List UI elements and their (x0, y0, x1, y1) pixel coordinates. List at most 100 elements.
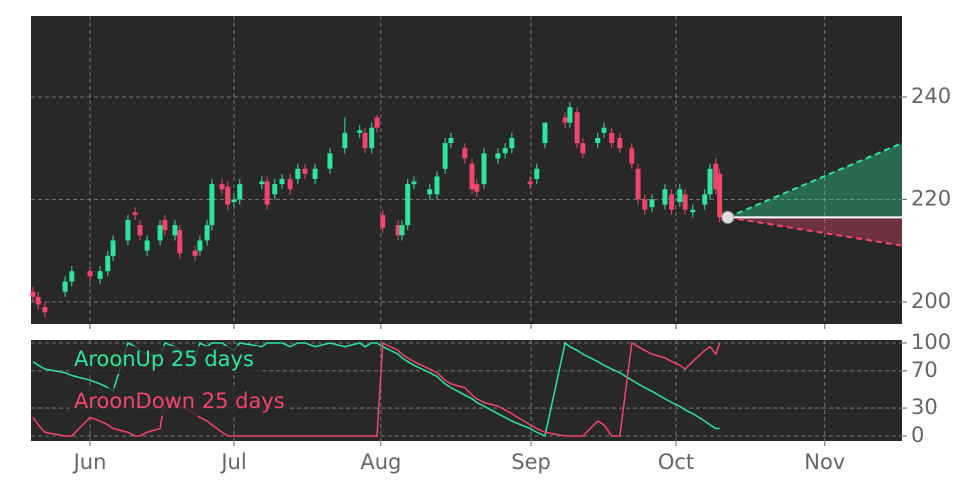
candle-body (35, 296, 41, 305)
candle-body (209, 184, 215, 226)
candle-body (125, 219, 131, 241)
x-tick-label: Aug (360, 450, 401, 474)
candle-body (713, 163, 719, 190)
candle-body (629, 148, 635, 164)
candle-body (595, 137, 601, 144)
legend-label: AroonDown 25 days (74, 389, 285, 413)
x-tick-label: Jun (72, 450, 107, 474)
candle-body (264, 181, 270, 205)
aroon-line (32, 341, 721, 437)
candle-body (677, 189, 683, 203)
candle-body (362, 132, 368, 149)
candle-body (295, 168, 301, 179)
candle-body (635, 168, 641, 200)
candle-body (192, 250, 198, 256)
candle-body (105, 255, 111, 272)
candle-body (642, 199, 648, 210)
candle-body (690, 209, 696, 213)
candle-body (448, 137, 454, 144)
candle-body (380, 214, 386, 228)
candle-body (204, 225, 210, 241)
y-tick-label: 240 (911, 84, 951, 108)
price-panel (31, 16, 902, 324)
candle-body (474, 184, 480, 192)
x-tick-label: Oct (658, 450, 694, 474)
candle-body (177, 230, 183, 254)
candle-body (509, 137, 515, 149)
candle-body (162, 219, 168, 231)
candle-body (669, 194, 675, 210)
candle-body (225, 186, 231, 205)
candle-body (527, 181, 533, 185)
candle-body (327, 153, 333, 169)
x-tick-label: Nov (804, 450, 845, 474)
x-tick-label: Jul (219, 450, 246, 474)
candle-body (702, 194, 708, 205)
forecast-upper (727, 142, 903, 219)
candle-body (601, 127, 607, 133)
candle-body (574, 112, 580, 144)
candle-body (342, 132, 348, 149)
candle-body (662, 189, 668, 205)
candle-body (717, 173, 723, 218)
candle-body (462, 148, 468, 159)
candle-body (144, 240, 150, 251)
candle-body (399, 225, 405, 236)
candle-body (237, 184, 243, 200)
candle-body (30, 291, 36, 297)
candle-body (219, 184, 225, 190)
candle-body (580, 143, 586, 154)
legend-bg (69, 346, 259, 374)
candle-body (62, 281, 68, 292)
legend-bg (69, 388, 290, 416)
candle-body (272, 184, 278, 195)
candle-body (649, 199, 655, 208)
candle-body (172, 225, 178, 236)
x-tick-label: Sep (511, 450, 551, 474)
candle-body (495, 153, 501, 159)
candle-body (374, 117, 380, 128)
candle-body (357, 130, 363, 133)
candle-body (369, 127, 375, 149)
candle-body (434, 176, 440, 195)
candle-body (442, 143, 448, 169)
candle-body (132, 212, 138, 215)
y-tick-label: 100 (911, 330, 951, 354)
candle-body (562, 117, 568, 123)
y-tick-label: 220 (911, 186, 951, 210)
candle-body (395, 225, 401, 236)
y-tick-label: 0 (911, 423, 924, 447)
candle-body (97, 271, 103, 279)
y-tick-label: 70 (911, 358, 938, 382)
legend-label: AroonUp 25 days (74, 347, 254, 371)
candle-body (69, 271, 75, 282)
candle-body (312, 168, 318, 179)
y-tick-label: 200 (911, 289, 951, 313)
candle-body (481, 153, 487, 185)
candle-body (707, 168, 713, 195)
candle-body (197, 240, 203, 251)
candle-body (567, 107, 573, 123)
candle-body (502, 148, 508, 154)
last-price-dot (721, 210, 735, 224)
y-tick-label: 30 (911, 395, 938, 419)
candle-body (411, 181, 417, 185)
candle-body (617, 137, 623, 149)
candle-body (110, 240, 116, 256)
candle-body (302, 168, 308, 174)
candle-body (427, 189, 433, 195)
candle-body (42, 307, 48, 313)
candle-body (609, 132, 615, 144)
candle-body (469, 163, 475, 190)
candle-body (87, 271, 93, 277)
candle-body (231, 199, 237, 203)
candle-body (287, 178, 293, 190)
candle-body (542, 122, 548, 144)
candle-body (682, 194, 688, 210)
candle-body (137, 225, 143, 236)
candle-body (405, 184, 411, 226)
candle-body (157, 225, 163, 241)
candle-body (279, 178, 285, 185)
candle-body (534, 168, 540, 179)
